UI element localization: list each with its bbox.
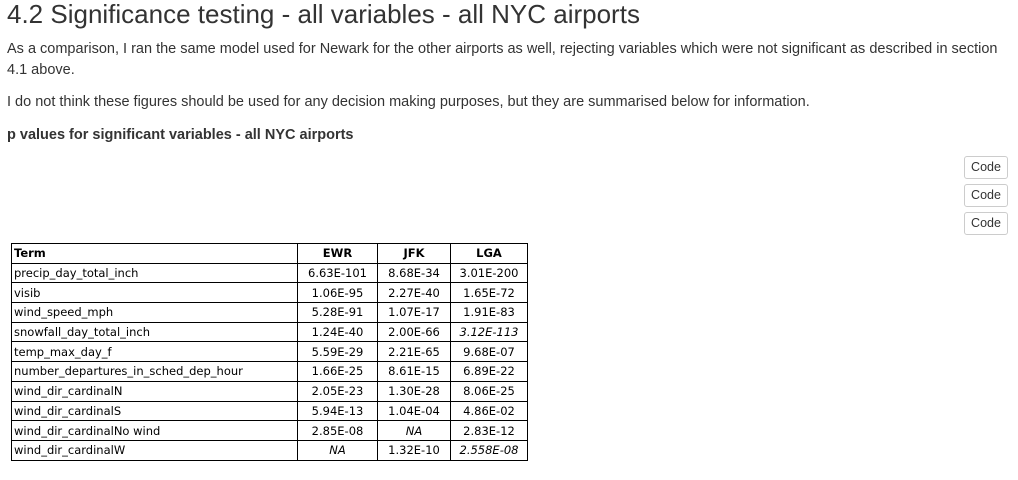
jfk-pvalue-cell: 1.07E-17 [377, 302, 451, 323]
table-row: snowfall_day_total_inch 1.24E-40 2.00E-66 3… [11, 321, 528, 343]
lga-pvalue-cell: 9.68E-07 [450, 341, 528, 363]
ewr-pvalue-cell: 1.24E-40 [297, 321, 378, 343]
term-cell: snowfall_day_total_inch [11, 321, 298, 343]
table-caption: p values for significant variables - all… [7, 127, 354, 143]
term-cell: precip_day_total_inch [11, 262, 298, 284]
table-row: number_departures_in_sched_dep_hour 1.66E… [11, 361, 528, 382]
lga-pvalue-cell: 2.558E-08 [450, 439, 528, 461]
header-jfk: JFK [377, 243, 451, 264]
jfk-pvalue-cell: 1.04E-04 [377, 400, 451, 422]
ewr-pvalue-cell: 6.63E-101 [297, 262, 378, 284]
term-cell: temp_max_day_f [11, 341, 298, 363]
table-row: temp_max_day_f 5.59E-29 2.21E-65 9.68E-07 [11, 341, 528, 363]
table-row: precip_day_total_inch 6.63E-101 8.68E-34 3.… [11, 262, 528, 284]
lga-pvalue-cell: 4.86E-02 [450, 400, 528, 422]
jfk-pvalue-cell: 8.61E-15 [377, 361, 451, 382]
table-row: wind_dir_cardinalN 2.05E-23 1.30E-28 8.06E-… [11, 380, 528, 402]
term-cell: wind_dir_cardinalN [11, 380, 298, 402]
table-row: wind_dir_cardinalW NA 1.32E-10 2.558E-08 [11, 439, 528, 461]
jfk-pvalue-cell: 1.32E-10 [377, 439, 451, 461]
jfk-pvalue-cell: 2.21E-65 [377, 341, 451, 363]
lga-pvalue-cell: 6.89E-22 [450, 361, 528, 382]
lga-pvalue-cell: 2.83E-12 [450, 420, 528, 441]
table-body: precip_day_total_inch 6.63E-101 8.68E-34 3.… [11, 262, 528, 461]
lga-pvalue-cell: 8.06E-25 [450, 380, 528, 402]
lga-pvalue-cell: 3.12E-113 [450, 321, 528, 343]
p-values-table: Term EWR JFK LGA precip_day_total_inch 6.… [11, 243, 528, 461]
intro-paragraph: As a comparison, I ran the same model us… [7, 41, 998, 78]
table-header-row: Term EWR JFK LGA [11, 243, 528, 264]
ewr-pvalue-cell: 1.06E-95 [297, 282, 378, 304]
ewr-pvalue-cell: 5.28E-91 [297, 302, 378, 323]
disclaimer-paragraph: I do not think these figures should be u… [7, 94, 810, 110]
ewr-pvalue-cell: NA [297, 439, 378, 461]
ewr-pvalue-cell: 1.66E-25 [297, 361, 378, 382]
jfk-pvalue-cell: NA [377, 420, 451, 441]
term-cell: visib [11, 282, 298, 304]
term-cell: wind_dir_cardinalS [11, 400, 298, 422]
lga-pvalue-cell: 3.01E-200 [450, 262, 528, 284]
term-cell: wind_dir_cardinalNo wind [11, 420, 298, 441]
table-row: wind_dir_cardinalS 5.94E-13 1.04E-04 4.86E-… [11, 400, 528, 422]
header-lga: LGA [450, 243, 528, 264]
jfk-pvalue-cell: 2.27E-40 [377, 282, 451, 304]
term-cell: wind_speed_mph [11, 302, 298, 323]
term-cell: wind_dir_cardinalW [11, 439, 298, 461]
table-row: visib 1.06E-95 2.27E-40 1.65E-72 [11, 282, 528, 304]
lga-pvalue-cell: 1.91E-83 [450, 302, 528, 323]
lga-pvalue-cell: 1.65E-72 [450, 282, 528, 304]
ewr-pvalue-cell: 5.59E-29 [297, 341, 378, 363]
section-heading: 4.2 Significance testing - all variables… [7, 0, 640, 29]
ewr-pvalue-cell: 5.94E-13 [297, 400, 378, 422]
header-ewr: EWR [297, 243, 378, 264]
ewr-pvalue-cell: 2.05E-23 [297, 380, 378, 402]
term-cell: number_departures_in_sched_dep_hour [11, 361, 298, 382]
jfk-pvalue-cell: 8.68E-34 [377, 262, 451, 284]
table-row: wind_dir_cardinalNo wind 2.85E-08 NA 2.83E-… [11, 420, 528, 441]
code-toggle-button[interactable]: Code [964, 212, 1008, 235]
table-row: wind_speed_mph 5.28E-91 1.07E-17 1.91E-83 [11, 302, 528, 323]
code-toggle-button[interactable]: Code [964, 156, 1008, 179]
ewr-pvalue-cell: 2.85E-08 [297, 420, 378, 441]
jfk-pvalue-cell: 2.00E-66 [377, 321, 451, 343]
jfk-pvalue-cell: 1.30E-28 [377, 380, 451, 402]
code-toggle-button[interactable]: Code [964, 184, 1008, 207]
header-term: Term [11, 243, 298, 264]
